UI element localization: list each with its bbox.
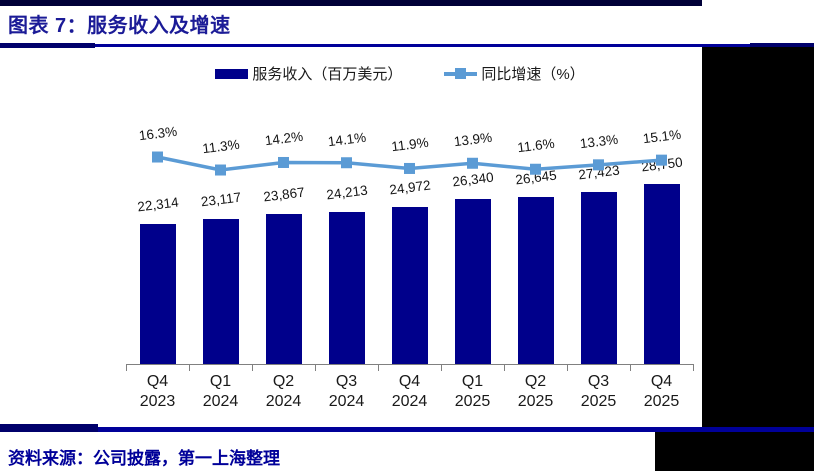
x-axis-tick (504, 364, 505, 371)
growth-value-label: 14.1% (326, 129, 367, 150)
bar-value-label: 24,972 (388, 177, 431, 198)
growth-marker (278, 156, 289, 168)
growth-value-label: 11.9% (390, 135, 429, 155)
chart-plot-area: 22,314 23,117 23,867 24,213 24,972 26,340 26,6… (0, 47, 702, 433)
title-underline-rule (0, 44, 814, 47)
growth-value-label: 11.6% (516, 136, 555, 156)
x-axis-tick (441, 364, 442, 371)
x-axis-label: Q2 2024 (265, 373, 302, 410)
x-axis-tick (693, 364, 694, 371)
bar-series-swatch (215, 68, 249, 79)
x-axis-line (126, 364, 693, 365)
bar-value-label: 23,867 (262, 184, 305, 205)
right-black-margin (702, 47, 814, 433)
bar-q4-2023 (139, 224, 176, 364)
x-axis-label: Q3 2024 (328, 373, 365, 410)
bar-value-label: 23,117 (199, 189, 242, 210)
bar-q2-2024 (265, 214, 302, 364)
bar-q4-2024 (391, 207, 428, 364)
x-axis-tick (630, 364, 631, 371)
line-series-swatch (444, 68, 478, 79)
growth-marker (152, 151, 163, 163)
x-axis-label: Q4 2023 (139, 373, 176, 410)
x-axis-tick (189, 364, 190, 371)
x-axis-label: Q1 2025 (454, 373, 491, 410)
bar-q1-2024 (202, 218, 239, 364)
title-rule-right-cap (750, 43, 814, 48)
bar-q3-2024 (328, 212, 365, 364)
line-swatch-marker (455, 68, 467, 79)
bar-value-label: 28,750 (640, 154, 683, 175)
bar-value-label: 27,423 (577, 162, 620, 183)
figure-title: 图表 7：服务收入及增速 (8, 15, 231, 37)
x-axis-tick (378, 364, 379, 371)
x-axis-tick (126, 364, 127, 371)
growth-value-label: 11.3% (201, 136, 240, 157)
bar-q1-2025 (454, 198, 491, 364)
bar-value-label: 26,645 (514, 167, 557, 188)
growth-marker (467, 157, 478, 169)
growth-marker (341, 157, 352, 169)
growth-value-label: 14.2% (263, 129, 304, 149)
legend-item-revenue: 服务收入（百万美元） (215, 63, 402, 84)
x-axis-label: Q2 2025 (517, 373, 554, 410)
bar-value-label: 26,340 (451, 169, 494, 190)
x-axis-tick (315, 364, 316, 371)
title-rule-left-cap (0, 43, 95, 48)
x-axis-tick (567, 364, 568, 371)
top-border-rule (0, 0, 702, 6)
growth-value-label: 15.1% (641, 126, 682, 147)
x-axis-label: Q4 2025 (643, 373, 680, 410)
bottom-rule-left-cap (0, 424, 98, 432)
growth-marker (404, 162, 415, 174)
chart-legend: 服务收入（百万美元） 同比增速（%） (100, 63, 700, 84)
bar-q4-2025 (643, 183, 680, 364)
legend-label-growth: 同比增速（%） (481, 66, 585, 83)
growth-value-label: 13.9% (452, 129, 493, 150)
bar-value-label: 22,314 (136, 194, 179, 215)
growth-value-label: 13.3% (578, 131, 619, 152)
bar-q3-2025 (580, 191, 617, 364)
bar-value-label: 24,213 (325, 182, 368, 203)
growth-marker (215, 164, 226, 176)
bottom-black-margin (655, 432, 814, 471)
legend-item-growth: 同比增速（%） (444, 63, 585, 84)
x-axis-label: Q4 2024 (391, 373, 428, 410)
x-axis-label: Q3 2025 (580, 373, 617, 410)
bar-q2-2025 (517, 196, 554, 364)
x-axis-tick (252, 364, 253, 371)
x-axis-label: Q1 2024 (202, 373, 239, 410)
legend-label-revenue: 服务收入（百万美元） (252, 66, 403, 83)
bottom-border-rule (0, 427, 814, 432)
source-note: 资料来源：公司披露，第一上海整理 (8, 449, 280, 468)
growth-value-label: 16.3% (137, 123, 178, 144)
